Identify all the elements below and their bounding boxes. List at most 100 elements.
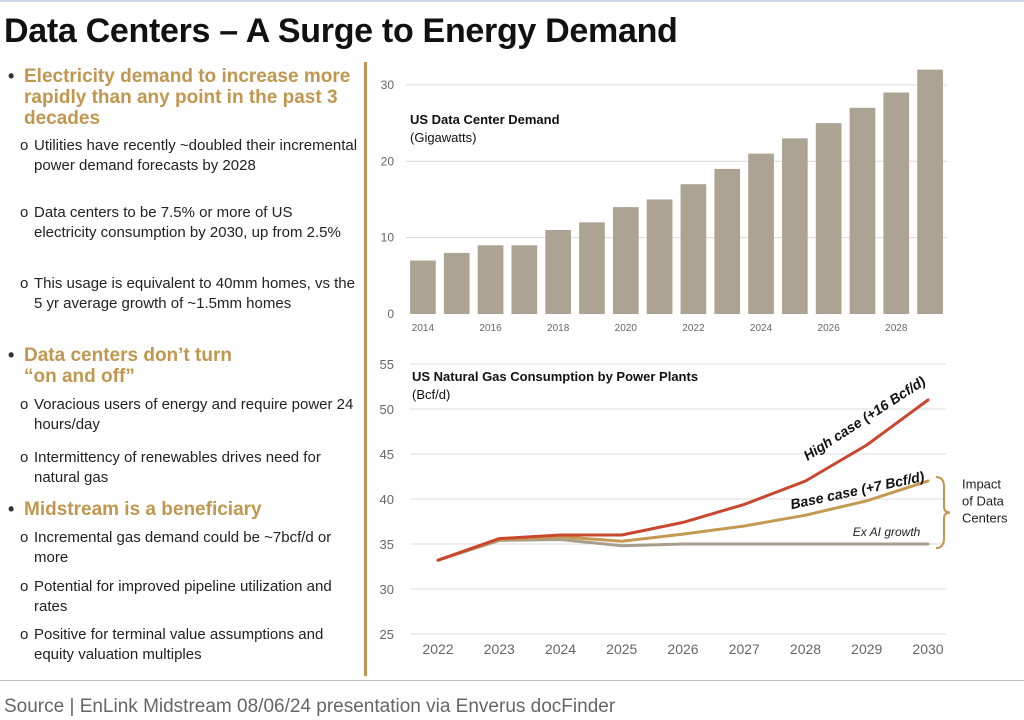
line-ytick-label: 30: [380, 582, 394, 597]
bar-xtick-label: 2024: [750, 323, 773, 334]
line-xtick-label: 2030: [912, 641, 943, 657]
bar-xtick-label: 2028: [885, 323, 908, 334]
sub-bullet-text: Incremental gas demand could be ~7bcf/d …: [34, 529, 332, 566]
sub-bullet: o This usage is equivalent to 40mm homes…: [20, 274, 358, 314]
series-line: [436, 398, 930, 562]
bar: [849, 107, 876, 314]
charts-panel: 2014 2016 2018 2020 2022 2024 2026 2028 0 10 20 30…: [372, 62, 1024, 680]
series-line: [436, 538, 930, 562]
sub-bullet-glyph: o: [20, 396, 29, 413]
bar-ytick-label: 10: [381, 231, 395, 245]
bar-chart-title: US Data Center Demand: [410, 112, 560, 127]
line-ytick-label: 25: [380, 627, 394, 642]
bullet-heading-text: Midstream is a beneficiary: [24, 499, 262, 520]
bullet-heading-text: Data centers don’t turn “on and off”: [24, 345, 232, 387]
impact-annotation: Impact of Data Centers: [962, 477, 1008, 526]
bar: [714, 168, 741, 314]
line-xtick-label: 2028: [790, 641, 821, 657]
bar: [443, 252, 470, 314]
line-ytick-label: 55: [380, 357, 394, 372]
line-xtick-label: 2024: [545, 641, 576, 657]
line-ytick-label: 40: [380, 492, 394, 507]
bar-xtick-label: 2026: [818, 323, 841, 334]
bar-chart-unit: (Gigawatts): [410, 130, 476, 145]
line-ytick-label: 50: [380, 402, 394, 417]
page-title: Data Centers – A Surge to Energy Demand: [4, 12, 678, 50]
sub-bullet-text: Potential for improved pipeline utilizat…: [34, 578, 332, 615]
bullet-glyph: •: [8, 345, 15, 365]
bar-ytick-label: 20: [381, 154, 395, 168]
bullet-glyph: •: [8, 499, 15, 519]
bar: [917, 69, 943, 315]
line-ytick-label: 35: [380, 537, 394, 552]
sub-bullet: o Data centers to be 7.5% or more of US …: [20, 203, 358, 243]
bar: [680, 184, 707, 314]
bullet-heading-text: Electricity demand to increase more rapi…: [24, 66, 351, 129]
sub-bullet-glyph: o: [20, 449, 29, 466]
bar-xtick-label: 2020: [615, 323, 638, 334]
bar: [545, 230, 572, 314]
bar: [477, 245, 504, 314]
line-chart: 25 30 35 40 45 50 55 2022 2023 2024 2025 2026 2027 2…: [380, 357, 1008, 657]
line-chart-title: US Natural Gas Consumption by Power Plan…: [412, 369, 698, 384]
line-xtick-label: 2023: [484, 641, 515, 657]
series-label-base: Base case (+7 Bcf/d): [789, 468, 926, 512]
sub-bullet-text: Voracious users of energy and require po…: [34, 396, 354, 433]
bottom-rule: [0, 680, 1024, 681]
line-chart-unit: (Bcf/d): [412, 387, 450, 402]
bar: [612, 207, 639, 314]
bar: [781, 138, 808, 314]
bar-xtick-label: 2022: [682, 323, 705, 334]
sub-bullet-text: Positive for terminal value assumptions …: [34, 626, 324, 663]
bar-ytick-label: 0: [387, 307, 394, 321]
line-xtick-label: 2025: [606, 641, 637, 657]
bullet-panel: • Electricity demand to increase more ra…: [6, 66, 358, 676]
bar-xtick-label: 2016: [479, 323, 502, 334]
series-label-high: High case (+16 Bcf/d): [800, 373, 928, 464]
sub-bullet: o Intermittency of renewables drives nee…: [20, 448, 358, 488]
bullet-heading-3: • Midstream is a beneficiary: [6, 499, 262, 520]
sub-bullet: o Voracious users of energy and require …: [20, 395, 358, 435]
bar-xtick-label: 2014: [412, 323, 435, 334]
top-rule: [0, 0, 1024, 2]
bar: [815, 123, 842, 314]
bar: [410, 260, 436, 314]
bar-xtick-label: 2018: [547, 323, 570, 334]
sub-bullet-text: Data centers to be 7.5% or more of US el…: [34, 204, 341, 241]
sub-bullet-text: Intermittency of renewables drives need …: [34, 449, 321, 486]
line-xtick-label: 2027: [729, 641, 760, 657]
bar: [646, 199, 673, 314]
bar: [579, 222, 605, 314]
line-xtick-label: 2022: [422, 641, 453, 657]
sub-bullet-text: This usage is equivalent to 40mm homes, …: [34, 275, 355, 312]
impact-annotation-line: Impact: [962, 477, 1001, 492]
sub-bullet-glyph: o: [20, 204, 29, 221]
bar-chart: 2014 2016 2018 2020 2022 2024 2026 2028 0 10 20 30…: [381, 69, 947, 334]
sub-bullet: o Positive for terminal value assumption…: [20, 625, 358, 665]
bar: [748, 153, 774, 314]
bar: [511, 245, 538, 314]
sub-bullet-text: Utilities have recently ~doubled their i…: [34, 137, 358, 174]
vertical-divider: [364, 62, 367, 676]
series-label-exai: Ex AI growth: [853, 525, 921, 539]
source-note: Source | EnLink Midstream 08/06/24 prese…: [4, 696, 616, 717]
sub-bullet: o Incremental gas demand could be ~7bcf/…: [20, 528, 358, 568]
impact-annotation-line: Centers: [962, 511, 1008, 526]
line-ytick-label: 45: [380, 447, 394, 462]
bar: [883, 92, 910, 314]
bullet-heading-2: • Data centers don’t turn “on and off”: [6, 345, 264, 387]
sub-bullet: o Potential for improved pipeline utiliz…: [20, 577, 358, 617]
sub-bullet-glyph: o: [20, 529, 29, 546]
bullet-glyph: •: [8, 66, 15, 86]
impact-annotation-line: of Data: [962, 494, 1005, 509]
bar-ytick-label: 30: [381, 78, 395, 92]
line-xtick-label: 2026: [667, 641, 698, 657]
bullet-heading-1: • Electricity demand to increase more ra…: [6, 66, 356, 129]
sub-bullet: o Utilities have recently ~doubled their…: [20, 136, 358, 176]
sub-bullet-glyph: o: [20, 626, 29, 643]
line-xtick-label: 2029: [851, 641, 882, 657]
sub-bullet-glyph: o: [20, 578, 29, 595]
sub-bullet-glyph: o: [20, 275, 29, 292]
sub-bullet-glyph: o: [20, 137, 29, 154]
impact-bracket: [935, 476, 951, 549]
